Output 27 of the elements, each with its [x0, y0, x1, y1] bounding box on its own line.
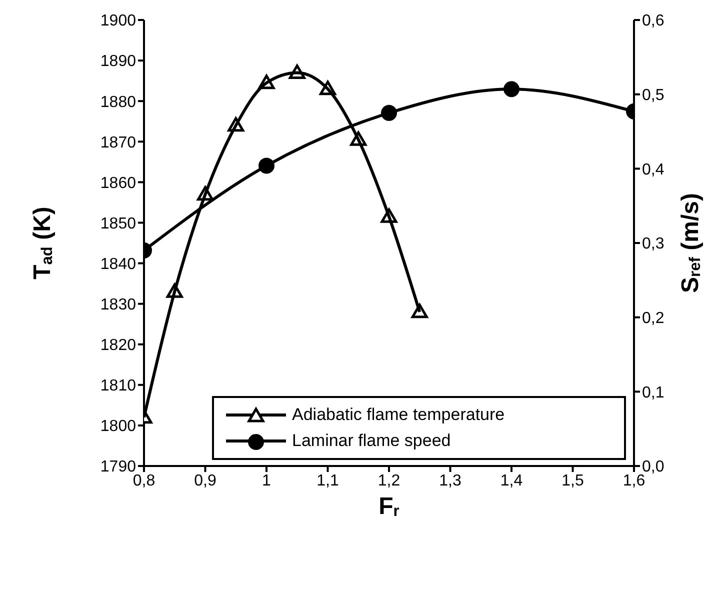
y2-tick-label: 0,4 — [642, 161, 664, 178]
y-tick-label: 1840 — [100, 256, 136, 273]
x-tick-label: 1,1 — [316, 472, 339, 490]
x-tick-label: 1,4 — [500, 472, 523, 490]
y2-tick-label: 0,3 — [642, 236, 664, 253]
y-tick-label: 1830 — [100, 296, 136, 314]
legend-label: Adiabatic flame temperature — [292, 405, 505, 425]
y-tick-label: 1850 — [100, 215, 136, 232]
x-tick-label: 1,2 — [378, 472, 400, 490]
y2-tick-label: 0,2 — [642, 310, 664, 328]
y-tick-label: 1800 — [100, 418, 136, 436]
y-tick-label: 1890 — [100, 53, 136, 70]
y-tick-label: 1880 — [100, 94, 136, 111]
y2-tick-label: 0,5 — [642, 87, 664, 104]
x-tick-label: 1,5 — [562, 472, 584, 490]
y-tick-label: 1900 — [100, 12, 136, 30]
y-tick-label: 1810 — [100, 378, 136, 395]
y-tick-label: 1820 — [100, 337, 136, 354]
y2-tick-label: 0,1 — [642, 384, 664, 402]
x-tick-label: 0,9 — [194, 472, 216, 490]
x-axis-title: F$_{r}$ — [378, 493, 400, 520]
legend-label: Laminar flame speed — [292, 431, 451, 451]
x-tick-label: 1,3 — [439, 472, 462, 490]
y2-tick-label: 0,6 — [642, 12, 664, 30]
y-tick-label: 1860 — [100, 174, 136, 192]
x-tick-label: 1 — [262, 472, 272, 490]
y-tick-label: 1870 — [100, 134, 136, 152]
